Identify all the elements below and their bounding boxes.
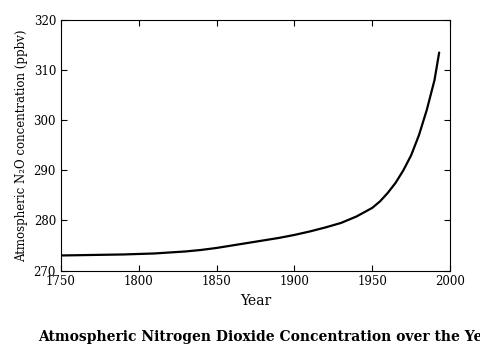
Text: Atmospheric Nitrogen Dioxide Concentration over the Years.: Atmospheric Nitrogen Dioxide Concentrati… <box>38 330 480 344</box>
Y-axis label: Atmospheric N₂O concentration (ppbv): Atmospheric N₂O concentration (ppbv) <box>15 29 28 261</box>
X-axis label: Year: Year <box>240 294 271 308</box>
